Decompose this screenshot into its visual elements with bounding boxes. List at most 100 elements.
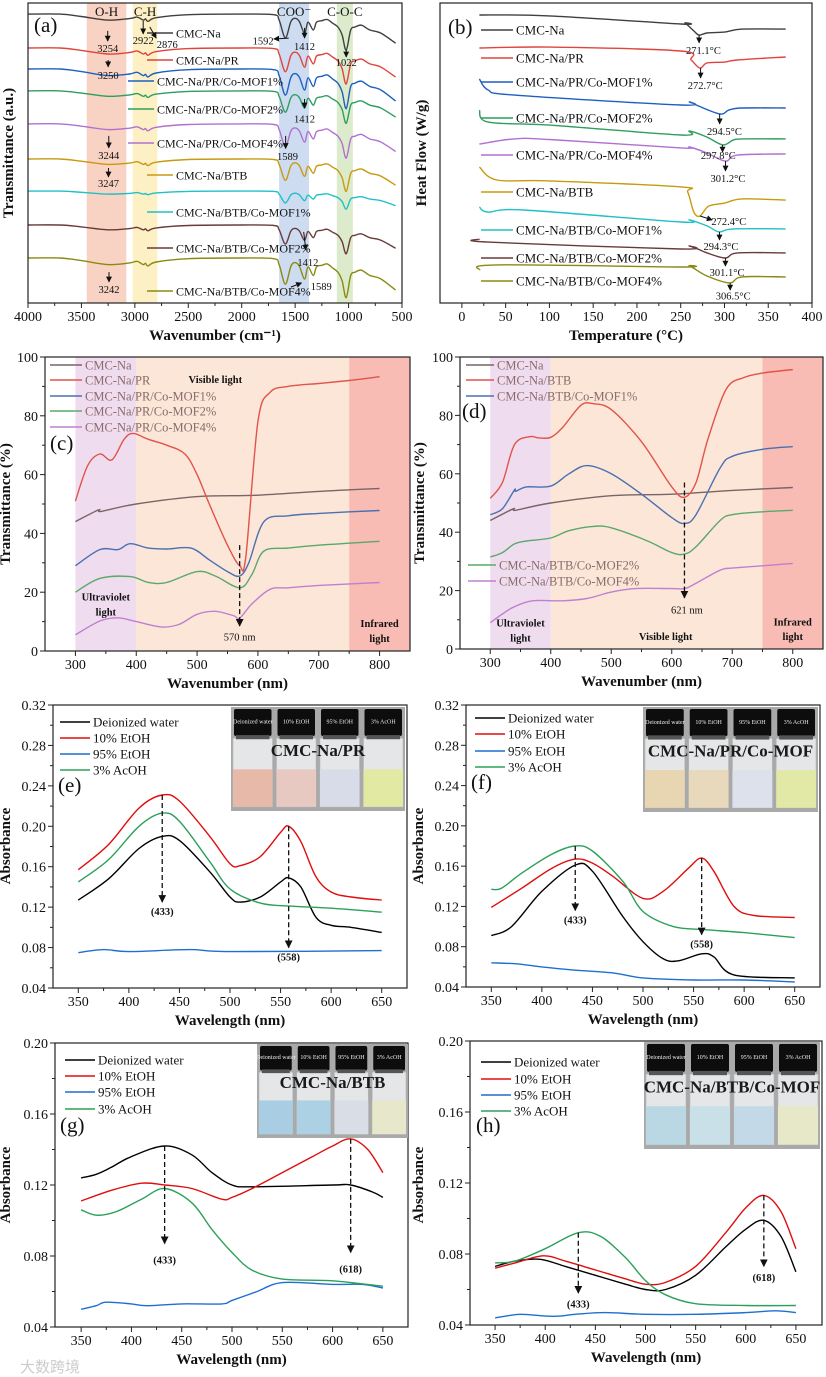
vial-liquid: [259, 1100, 293, 1135]
annotation-label: (433): [153, 1256, 176, 1267]
x-axis-label: Wavelength (nm): [176, 1352, 286, 1368]
inset-photo: Deionized water 10% EtOH 95% EtOH 3% AcOH CM…: [231, 707, 405, 811]
legend-label: 3% AcOH: [98, 1102, 152, 1117]
annotation-arrow: [290, 282, 303, 288]
inset-photo: Deionized water 10% EtOH 95% EtOH 3% AcOH CM…: [644, 1042, 820, 1149]
annotation-arrow: [149, 26, 157, 39]
y-tick-label: 40: [439, 526, 453, 541]
y-axis-label: Transmittance (%): [412, 442, 428, 564]
y-tick-label: 0.04: [439, 1319, 464, 1334]
legend-label: 10% EtOH: [98, 1069, 155, 1084]
y-tick-label: 0.20: [435, 820, 460, 835]
band-region: [75, 357, 137, 651]
annotation-label: 621 nm: [671, 606, 703, 617]
vial-liquid: [296, 1100, 331, 1135]
y-tick-label: 0.08: [439, 1248, 464, 1263]
y-tick-label: 0.08: [22, 942, 47, 957]
vial-liquid: [688, 770, 729, 808]
x-tick-label: 450: [171, 1334, 192, 1349]
legend-label: CMC-Na/PR/Co-MOF2%: [85, 405, 216, 419]
vial-neck: [323, 735, 357, 740]
series-line: [74, 376, 380, 572]
x-tick-label: 500: [220, 995, 241, 1010]
annotation-label: (618): [752, 1273, 775, 1284]
y-tick-label: 40: [24, 527, 38, 542]
legend-label: Deionized water: [508, 711, 594, 726]
vial-liquid: [732, 770, 773, 808]
y-tick-label: 100: [432, 351, 453, 366]
series-line: [77, 834, 382, 934]
series-line: [489, 562, 793, 624]
y-tick-label: 100: [17, 351, 38, 366]
y-tick-label: 0.08: [24, 1250, 49, 1265]
annotation-label: 3244: [98, 151, 120, 162]
y-tick-label: 0.16: [24, 1108, 49, 1123]
legend-label: 3% AcOH: [93, 763, 147, 778]
vial-liquid: [645, 770, 685, 808]
series-line: [75, 581, 380, 636]
y-tick-label: 0.16: [439, 1106, 464, 1121]
series-line: [27, 47, 396, 85]
x-axis-label: Wavenumber (cm⁻¹): [149, 328, 281, 344]
x-tick-label: 500: [187, 658, 208, 673]
series-line: [27, 68, 397, 110]
x-tick-label: 550: [270, 995, 291, 1010]
vial-neck: [366, 735, 400, 740]
series-line: [489, 368, 793, 499]
legend-label: CMC-Na/BTB: [516, 185, 594, 200]
vial-cap: [777, 709, 815, 737]
y-tick-label: 0.12: [24, 1179, 49, 1194]
vial-label: 3% AcOH: [786, 1055, 811, 1061]
x-tick-label: 200: [626, 310, 647, 325]
legend-label: CMC-Na/BTB/Co-MOF2%: [499, 559, 639, 573]
band-region: [349, 357, 410, 651]
vial-label: Deionized water: [645, 720, 684, 726]
annotation-label: 1592: [253, 37, 274, 48]
vial-label: 95% EtOH: [338, 1055, 365, 1061]
legend-label: CMC-Na/BTB/Co-MOF1%: [176, 206, 311, 220]
vial-cap: [260, 1046, 292, 1071]
annotation-arrow: [699, 215, 713, 222]
panel-c: CMC-NaCMC-Na/PRCMC-Na/PR/Co-MOF1%CMC-Na/…: [0, 351, 411, 692]
series-line: [27, 90, 396, 125]
legend-label: CMC-Na/BTB/Co-MOF1%: [516, 223, 662, 238]
x-tick-label: 2000: [228, 310, 256, 325]
x-tick-label: 650: [784, 994, 805, 1009]
inset-title: CMC-Na/BTB: [280, 1073, 386, 1092]
legend-label: CMC-Na: [516, 23, 565, 38]
vial-liquid: [690, 1106, 730, 1145]
vial-label: 95% EtOH: [739, 720, 766, 726]
series-line: [27, 257, 397, 299]
annotation-label: (558): [277, 953, 300, 964]
vial-neck: [375, 1069, 403, 1074]
x-tick-label: 1000: [335, 310, 363, 325]
x-tick-label: 400: [126, 658, 147, 673]
annotation-label: 272.7°C: [688, 81, 723, 92]
y-tick-label: 0.12: [435, 900, 460, 915]
annotation-label: 3242: [98, 285, 119, 296]
x-tick-label: 650: [372, 1334, 393, 1349]
y-axis-label: Transmittance (a.u.): [1, 88, 17, 218]
x-tick-label: 2500: [174, 310, 202, 325]
vial-label: 3% AcOH: [784, 720, 809, 726]
watermark: 大数跨境: [20, 1358, 80, 1376]
x-tick-label: 450: [169, 995, 190, 1010]
annotation-label: (433): [151, 907, 174, 918]
x-tick-label: 500: [601, 656, 622, 671]
vial-cap: [733, 709, 772, 737]
panel-b: CMC-Na CMC-Na/PR CMC-Na/PR/Co-MOF1% CMC-Na/…: [414, 2, 823, 344]
vial-neck: [279, 735, 313, 740]
series-line: [27, 158, 396, 193]
x-axis-label: Wavelength (nm): [175, 1013, 285, 1029]
series-line: [80, 1281, 384, 1310]
annotation-label: Ultraviolet: [82, 593, 131, 604]
y-tick-label: 80: [24, 410, 38, 425]
legend-label: CMC-Na: [497, 359, 544, 373]
series-line: [489, 445, 793, 525]
legend-label: 95% EtOH: [93, 747, 150, 762]
legend-label: CMC-Na/BTB: [176, 169, 247, 183]
legend-label: CMC-Na/PR: [516, 51, 584, 66]
x-tick-label: 4000: [14, 310, 42, 325]
